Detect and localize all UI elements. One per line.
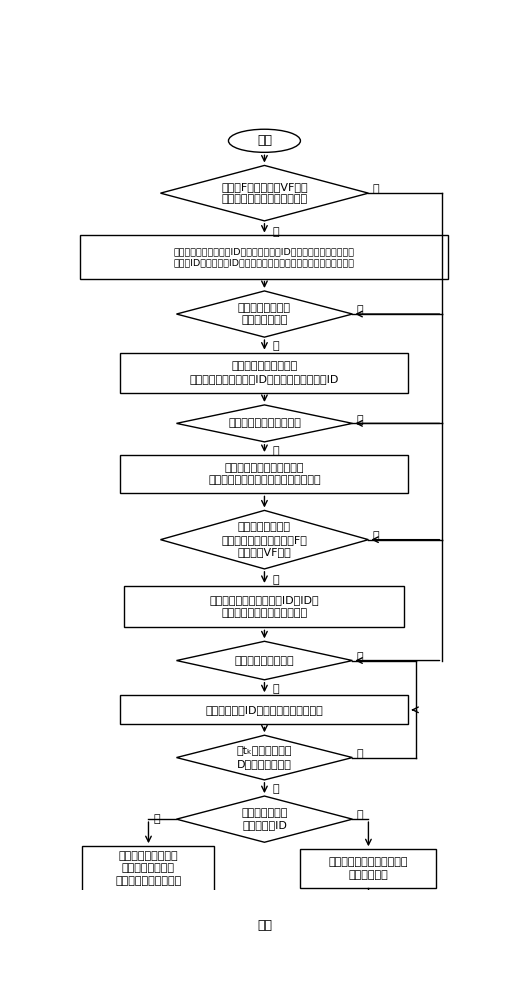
Bar [121,695,409,724]
Text: 临时根的剩余功率
下降到临界点以下或者从F区
域移动到VF区域: 临时根的剩余功率 下降到临界点以下或者从F区 域移动到VF区域 [221,522,308,557]
Text: 否: 否 [357,749,363,759]
Text: 是: 是 [272,575,279,585]
Text: 是: 是 [272,446,279,456]
Text: 将其自身设置为根；
广播根选举消息；
设置其他节点为子节点: 将其自身设置为根； 广播根选举消息； 设置其他节点为子节点 [116,851,182,886]
Text: 节点从F区域移动到VF区域
或剩余功率下降到临界点以下: 节点从F区域移动到VF区域 或剩余功率下降到临界点以下 [221,182,308,204]
Text: 接收到一个新父节点消息: 接收到一个新父节点消息 [228,418,301,428]
Polygon shape [160,510,368,569]
Text: 结束: 结束 [257,919,272,932]
Bar [83,846,215,891]
Text: 发送包含所有子节点的根ID和ID信
息的子根消息给其所有子节点: 发送包含所有子节点的根ID和ID信 息的子根消息给其所有子节点 [209,595,319,618]
Text: 是: 是 [272,227,279,237]
Ellipse shape [229,129,300,152]
Text: 否: 否 [373,531,379,541]
Bar [80,235,448,279]
Text: 否: 否 [357,305,363,315]
Text: 否: 否 [357,415,363,425]
Bar [124,586,405,627]
Text: 广播包含节点ID和等级的节点数据消息: 广播包含节点ID和等级的节点数据消息 [205,705,324,715]
Text: 否: 否 [357,652,363,662]
Text: 向父节点发送包含节点ID和所有其子节点ID的节点离开消息发送一个
包含其ID和父节点的ID新父节点消息给它的所有子节点（如果存在）: 向父节点发送包含节点ID和所有其子节点ID的节点离开消息发送一个 包含其ID和父… [174,247,355,267]
Text: 是: 是 [153,814,160,824]
Text: 将发送者作为父节点删除；
将消息中指定的节点设置为其新父节点: 将发送者作为父节点删除； 将消息中指定的节点设置为其新父节点 [208,463,321,485]
Text: 否: 否 [373,184,379,194]
Text: 是: 是 [272,784,279,794]
Text: 是: 是 [272,684,279,694]
Text: 删除该子节点的条目；
将其先前的孙子节点的ID存储为其新子节点的ID: 删除该子节点的条目； 将其先前的孙子节点的ID存储为其新子节点的ID [190,361,339,384]
Polygon shape [176,641,352,680]
Ellipse shape [229,914,300,937]
Polygon shape [176,291,352,337]
Polygon shape [176,405,352,442]
Text: 将等级最大的节点设置为父
节点和根节点: 将等级最大的节点设置为父 节点和根节点 [329,857,408,880]
Polygon shape [176,735,352,780]
Text: 否: 否 [357,810,363,820]
Bar [300,849,437,888]
Bar [121,353,409,393]
Bar [121,455,409,493]
Text: 该节点具有最大
等级或最小ID: 该节点具有最大 等级或最小ID [241,808,287,830]
Text: 从一个子节点接收
到节点离开消息: 从一个子节点接收 到节点离开消息 [238,303,291,325]
Text: 开始: 开始 [257,134,272,147]
Text: 节点接收到子根消息: 节点接收到子根消息 [235,656,294,666]
Polygon shape [160,165,368,221]
Polygon shape [176,796,352,842]
Text: 在tₖ时间内接收到
D个节点数据消息: 在tₖ时间内接收到 D个节点数据消息 [237,746,292,769]
Text: 是: 是 [272,341,279,351]
